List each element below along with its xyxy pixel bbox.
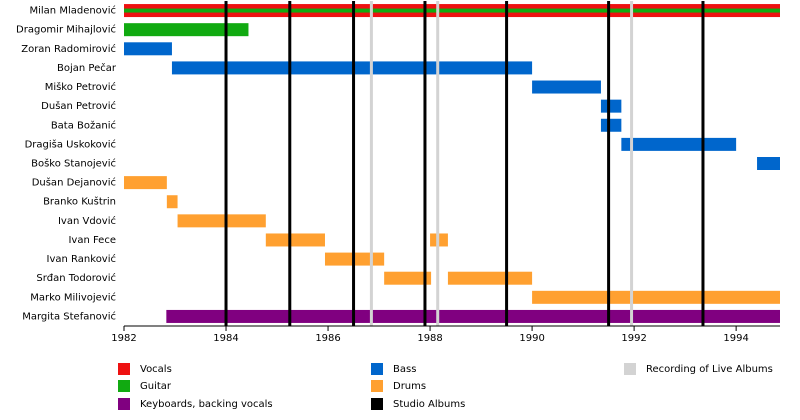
legend-swatch <box>371 380 383 392</box>
role-bar <box>757 157 780 170</box>
legend-label: Keyboards, backing vocals <box>140 399 273 410</box>
legend-swatch <box>371 398 383 410</box>
member-label: Branko Kuštrin <box>43 196 116 208</box>
role-bar <box>171 61 533 75</box>
legend-label: Studio Albums <box>393 399 465 410</box>
legend-swatch <box>118 380 130 392</box>
member-label: Boško Stanojević <box>31 158 116 170</box>
x-tick-label: 1992 <box>621 333 646 344</box>
member-label: Miško Petrović <box>45 81 116 93</box>
legend-label: Vocals <box>140 364 172 375</box>
member-label: Bojan Pečar <box>57 62 117 74</box>
member-label: Srđan Todorović <box>36 272 116 284</box>
legend-label: Drums <box>393 381 426 392</box>
role-bar <box>124 42 172 56</box>
member-label: Ivan Vdović <box>58 215 116 227</box>
role-bar <box>124 8 780 13</box>
role-bar <box>166 309 780 323</box>
member-label: Margita Stefanović <box>22 310 116 322</box>
member-label: Bata Božanić <box>51 119 116 131</box>
role-bar <box>532 80 601 94</box>
legend-swatch <box>624 363 636 375</box>
legend-swatch <box>118 398 130 410</box>
role-bar <box>124 176 167 190</box>
x-tick-label: 1986 <box>315 333 340 344</box>
member-label: Dušan Dejanović <box>32 177 116 189</box>
legend-swatch <box>118 363 130 375</box>
role-bar <box>447 271 533 285</box>
legend-label: Guitar <box>140 381 172 392</box>
x-tick-label: 1994 <box>723 333 748 344</box>
legend-label: Bass <box>393 364 416 375</box>
role-bar <box>600 118 622 132</box>
role-bar <box>532 290 780 304</box>
member-label: Marko Milivojević <box>30 291 116 303</box>
role-bar <box>265 233 325 247</box>
member-label: Dragomir Mihajlović <box>16 24 116 36</box>
role-bar <box>177 214 266 228</box>
legend-swatch <box>371 363 383 375</box>
x-tick-label: 1984 <box>213 333 238 344</box>
member-label: Dragiša Uskoković <box>25 138 116 150</box>
role-bar <box>384 271 432 285</box>
member-label: Dušan Petrović <box>41 100 116 112</box>
member-label: Zoran Radomirović <box>21 43 116 55</box>
member-label: Ivan Fece <box>68 235 116 246</box>
x-tick-label: 1988 <box>417 333 442 344</box>
member-label: Ivan Ranković <box>47 253 116 265</box>
role-bar <box>166 195 178 209</box>
x-tick-label: 1990 <box>519 333 544 344</box>
x-tick-label: 1982 <box>111 333 136 344</box>
role-bar <box>124 23 249 37</box>
legend-label: Recording of Live Albums <box>646 364 773 375</box>
role-bar <box>600 99 622 113</box>
role-bar <box>621 137 737 151</box>
member-label: Milan Mladenović <box>29 5 116 17</box>
